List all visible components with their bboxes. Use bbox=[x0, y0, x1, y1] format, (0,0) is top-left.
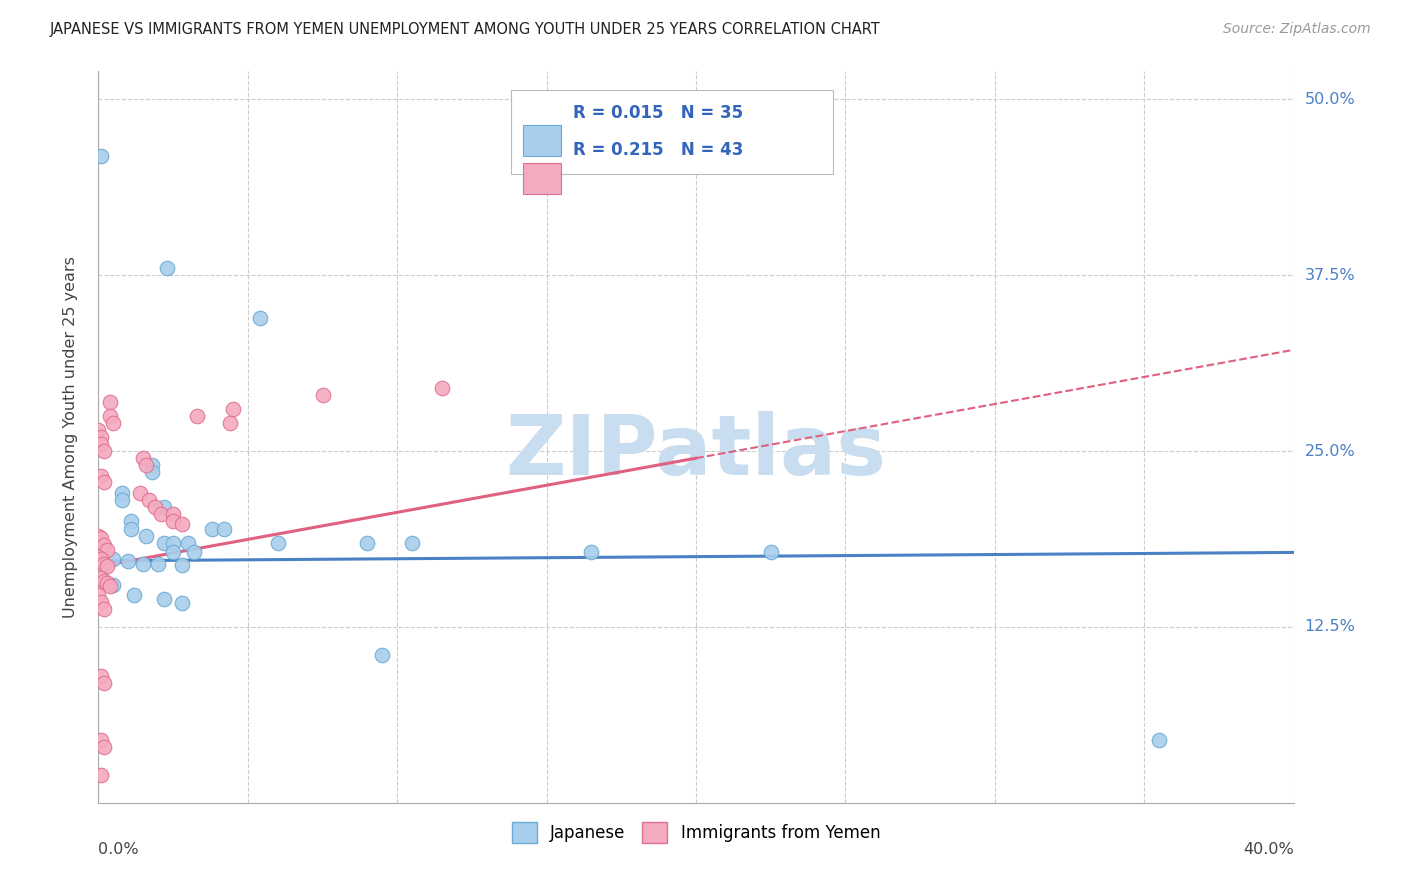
Point bbox=[129, 486, 152, 500]
Point bbox=[153, 500, 176, 515]
Point bbox=[90, 149, 112, 163]
Point bbox=[311, 388, 333, 402]
Text: R = 0.215   N = 43: R = 0.215 N = 43 bbox=[572, 141, 744, 159]
Point bbox=[111, 493, 134, 508]
Text: R = 0.015   N = 35: R = 0.015 N = 35 bbox=[572, 104, 742, 122]
Point bbox=[124, 588, 146, 602]
Point bbox=[759, 545, 782, 559]
Point bbox=[356, 535, 378, 549]
Point bbox=[581, 545, 603, 559]
Point bbox=[401, 535, 423, 549]
Point bbox=[90, 532, 112, 546]
Point bbox=[172, 558, 194, 573]
Point bbox=[148, 557, 170, 571]
Point bbox=[111, 486, 134, 500]
Point bbox=[120, 521, 142, 535]
Point bbox=[141, 458, 163, 473]
Text: 37.5%: 37.5% bbox=[1305, 268, 1355, 283]
Point bbox=[87, 549, 110, 564]
Point bbox=[141, 465, 163, 479]
Point bbox=[201, 521, 224, 535]
Point bbox=[183, 545, 205, 559]
Text: ZIPatlas: ZIPatlas bbox=[506, 411, 886, 492]
Point bbox=[98, 579, 122, 593]
Point bbox=[138, 493, 160, 508]
Point bbox=[87, 423, 110, 437]
Point bbox=[371, 648, 394, 662]
Point bbox=[219, 416, 242, 430]
Text: 25.0%: 25.0% bbox=[1305, 443, 1355, 458]
Point bbox=[93, 475, 115, 489]
FancyBboxPatch shape bbox=[510, 90, 834, 174]
Point bbox=[162, 515, 184, 529]
Text: JAPANESE VS IMMIGRANTS FROM YEMEN UNEMPLOYMENT AMONG YOUTH UNDER 25 YEARS CORREL: JAPANESE VS IMMIGRANTS FROM YEMEN UNEMPL… bbox=[49, 22, 880, 37]
FancyBboxPatch shape bbox=[523, 125, 561, 156]
Point bbox=[177, 535, 200, 549]
Point bbox=[143, 500, 166, 515]
Point bbox=[120, 515, 142, 529]
Point bbox=[162, 535, 184, 549]
Point bbox=[98, 395, 122, 409]
Text: 40.0%: 40.0% bbox=[1243, 842, 1294, 856]
Point bbox=[87, 588, 110, 602]
Point bbox=[90, 437, 112, 451]
Point bbox=[90, 732, 112, 747]
Point bbox=[249, 310, 271, 325]
Point bbox=[98, 409, 122, 423]
Point bbox=[135, 528, 157, 542]
Point bbox=[117, 554, 139, 568]
Point bbox=[132, 557, 155, 571]
Point bbox=[93, 444, 115, 458]
Point bbox=[430, 381, 453, 395]
Point bbox=[153, 535, 176, 549]
Point bbox=[90, 552, 112, 566]
Point bbox=[90, 571, 112, 585]
Point bbox=[93, 676, 115, 690]
Point bbox=[87, 528, 110, 542]
Point bbox=[93, 557, 115, 571]
Point bbox=[93, 538, 115, 552]
Point bbox=[162, 545, 184, 559]
Point bbox=[222, 401, 245, 416]
Point bbox=[93, 601, 115, 615]
Y-axis label: Unemployment Among Youth under 25 years: Unemployment Among Youth under 25 years bbox=[63, 256, 77, 618]
Point bbox=[267, 535, 290, 549]
Point bbox=[132, 451, 155, 466]
Point bbox=[162, 508, 184, 522]
Point bbox=[150, 508, 173, 522]
Point bbox=[96, 559, 118, 574]
Point bbox=[96, 542, 118, 557]
FancyBboxPatch shape bbox=[523, 163, 561, 194]
Text: 50.0%: 50.0% bbox=[1305, 92, 1355, 107]
Point bbox=[93, 574, 115, 588]
Point bbox=[172, 596, 194, 610]
Text: Source: ZipAtlas.com: Source: ZipAtlas.com bbox=[1223, 22, 1371, 37]
Point bbox=[103, 552, 125, 566]
Point bbox=[90, 669, 112, 683]
Point bbox=[135, 458, 157, 473]
Point bbox=[90, 767, 112, 781]
Text: 12.5%: 12.5% bbox=[1305, 619, 1355, 634]
Point bbox=[103, 578, 125, 592]
Point bbox=[90, 430, 112, 444]
Point bbox=[93, 739, 115, 754]
Text: 0.0%: 0.0% bbox=[98, 842, 139, 856]
Point bbox=[90, 469, 112, 483]
Point bbox=[172, 517, 194, 532]
Point bbox=[96, 576, 118, 591]
Point bbox=[186, 409, 208, 423]
Point bbox=[156, 261, 179, 276]
Point bbox=[87, 552, 110, 566]
Legend: Japanese, Immigrants from Yemen: Japanese, Immigrants from Yemen bbox=[505, 815, 887, 849]
Point bbox=[103, 416, 125, 430]
Point bbox=[153, 591, 176, 606]
Point bbox=[90, 595, 112, 609]
Point bbox=[212, 521, 235, 535]
Point bbox=[1147, 732, 1170, 747]
